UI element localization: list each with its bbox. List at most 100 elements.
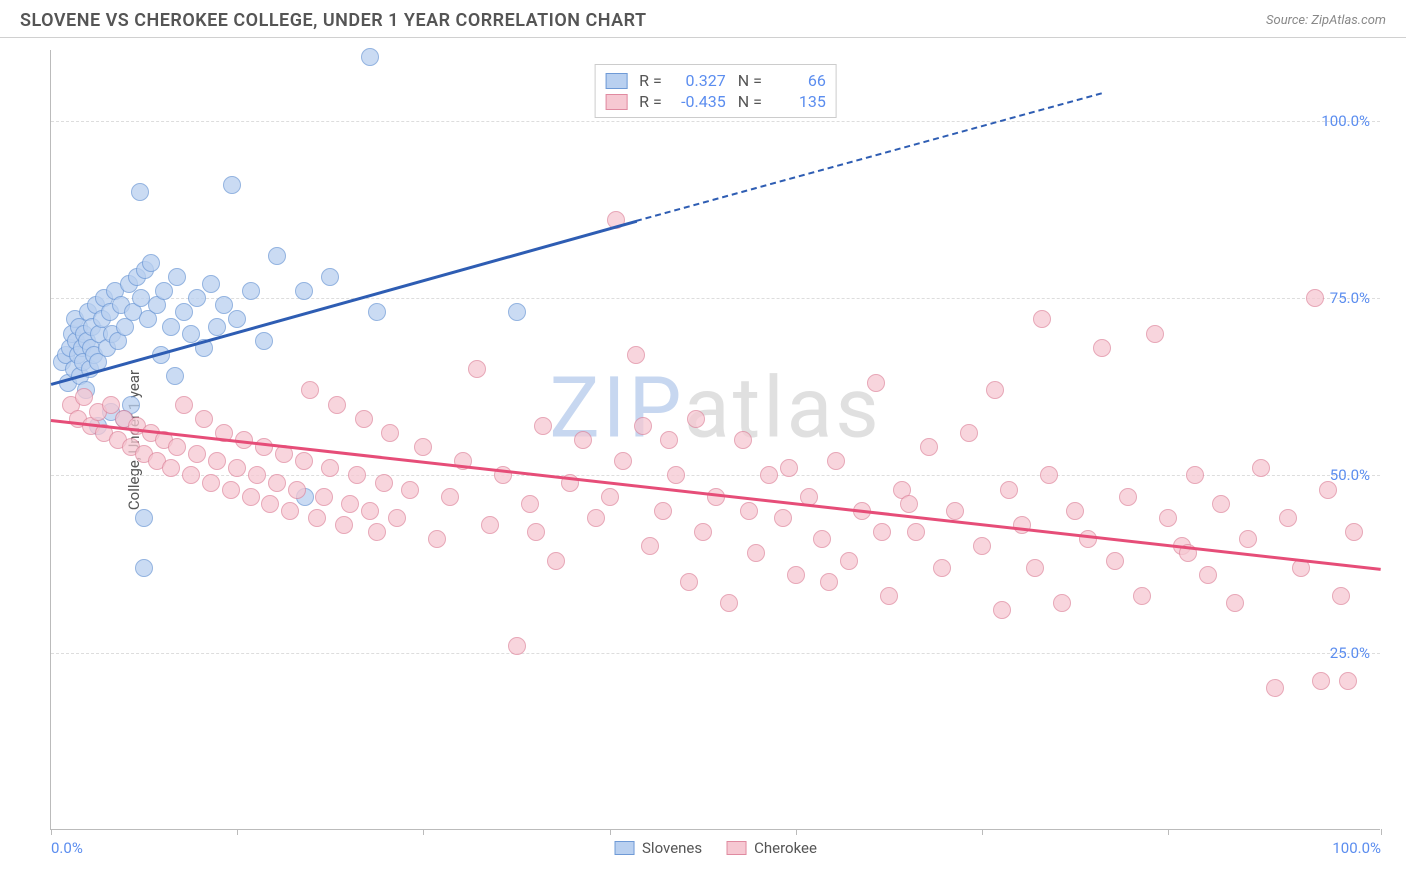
data-point (268, 247, 286, 265)
legend-swatch (605, 94, 627, 110)
data-point (993, 601, 1011, 619)
data-point (760, 466, 778, 484)
data-point (368, 303, 386, 321)
data-point (527, 523, 545, 541)
data-point (381, 424, 399, 442)
data-point (321, 459, 339, 477)
data-point (634, 417, 652, 435)
data-point (268, 474, 286, 492)
legend-r-value: 0.327 (670, 71, 726, 90)
data-point (162, 318, 180, 336)
data-point (1306, 289, 1324, 307)
data-point (202, 275, 220, 293)
data-point (973, 537, 991, 555)
x-tick (982, 829, 983, 835)
data-point (720, 594, 738, 612)
legend-item: Slovenes (614, 839, 702, 857)
legend-n-value: 66 (770, 71, 826, 90)
data-point (534, 417, 552, 435)
data-point (1239, 530, 1257, 548)
data-point (907, 523, 925, 541)
gridline (51, 653, 1380, 654)
legend-swatch (605, 73, 627, 89)
data-point (295, 282, 313, 300)
data-point (1066, 502, 1084, 520)
data-point (614, 452, 632, 470)
data-point (667, 466, 685, 484)
data-point (1119, 488, 1137, 506)
data-point (960, 424, 978, 442)
data-point (135, 559, 153, 577)
data-point (1159, 509, 1177, 527)
x-tick (796, 829, 797, 835)
data-point (660, 431, 678, 449)
data-point (222, 481, 240, 499)
data-point (1279, 509, 1297, 527)
chart-area: College, Under 1 year ZIPatlas R =0.327N… (50, 50, 1380, 830)
legend-series-name: Slovenes (642, 839, 702, 857)
data-point (341, 495, 359, 513)
data-point (182, 466, 200, 484)
data-point (162, 459, 180, 477)
data-point (780, 459, 798, 477)
data-point (308, 509, 326, 527)
data-point (787, 566, 805, 584)
data-point (774, 509, 792, 527)
data-point (1133, 587, 1151, 605)
data-point (401, 481, 419, 499)
data-point (295, 452, 313, 470)
data-point (867, 374, 885, 392)
data-point (255, 438, 273, 456)
data-point (747, 544, 765, 562)
data-point (654, 502, 672, 520)
x-tick (51, 829, 52, 835)
data-point (1146, 325, 1164, 343)
data-point (1199, 566, 1217, 584)
data-point (315, 488, 333, 506)
data-point (361, 502, 379, 520)
data-point (1266, 679, 1284, 697)
data-point (202, 474, 220, 492)
x-tick (610, 829, 611, 835)
chart-header: SLOVENE VS CHEROKEE COLLEGE, UNDER 1 YEA… (0, 0, 1406, 38)
data-point (813, 530, 831, 548)
data-point (142, 254, 160, 272)
data-point (175, 396, 193, 414)
data-point (820, 573, 838, 591)
data-point (195, 410, 213, 428)
data-point (228, 459, 246, 477)
data-point (574, 431, 592, 449)
data-point (301, 381, 319, 399)
x-tick (237, 829, 238, 835)
y-tick-label: 75.0% (1330, 289, 1370, 307)
legend-row: R =0.327N =66 (605, 71, 826, 90)
data-point (155, 282, 173, 300)
data-point (694, 523, 712, 541)
legend-r-value: -0.435 (670, 92, 726, 111)
data-point (1079, 530, 1097, 548)
data-point (1212, 495, 1230, 513)
data-point (175, 303, 193, 321)
correlation-legend: R =0.327N =66R =-0.435N =135 (594, 64, 837, 118)
data-point (208, 318, 226, 336)
data-point (1106, 552, 1124, 570)
data-point (468, 360, 486, 378)
data-point (1319, 481, 1337, 499)
data-point (587, 509, 605, 527)
data-point (168, 438, 186, 456)
data-point (734, 431, 752, 449)
data-point (223, 176, 241, 194)
legend-r-label: R = (639, 92, 662, 111)
data-point (182, 325, 200, 343)
data-point (1312, 672, 1330, 690)
watermark: ZIPatlas (549, 359, 881, 458)
data-point (261, 495, 279, 513)
data-point (228, 310, 246, 328)
y-tick-label: 100.0% (1321, 112, 1370, 130)
data-point (873, 523, 891, 541)
data-point (986, 381, 1004, 399)
data-point (242, 282, 260, 300)
data-point (1093, 339, 1111, 357)
data-point (375, 474, 393, 492)
data-point (355, 410, 373, 428)
